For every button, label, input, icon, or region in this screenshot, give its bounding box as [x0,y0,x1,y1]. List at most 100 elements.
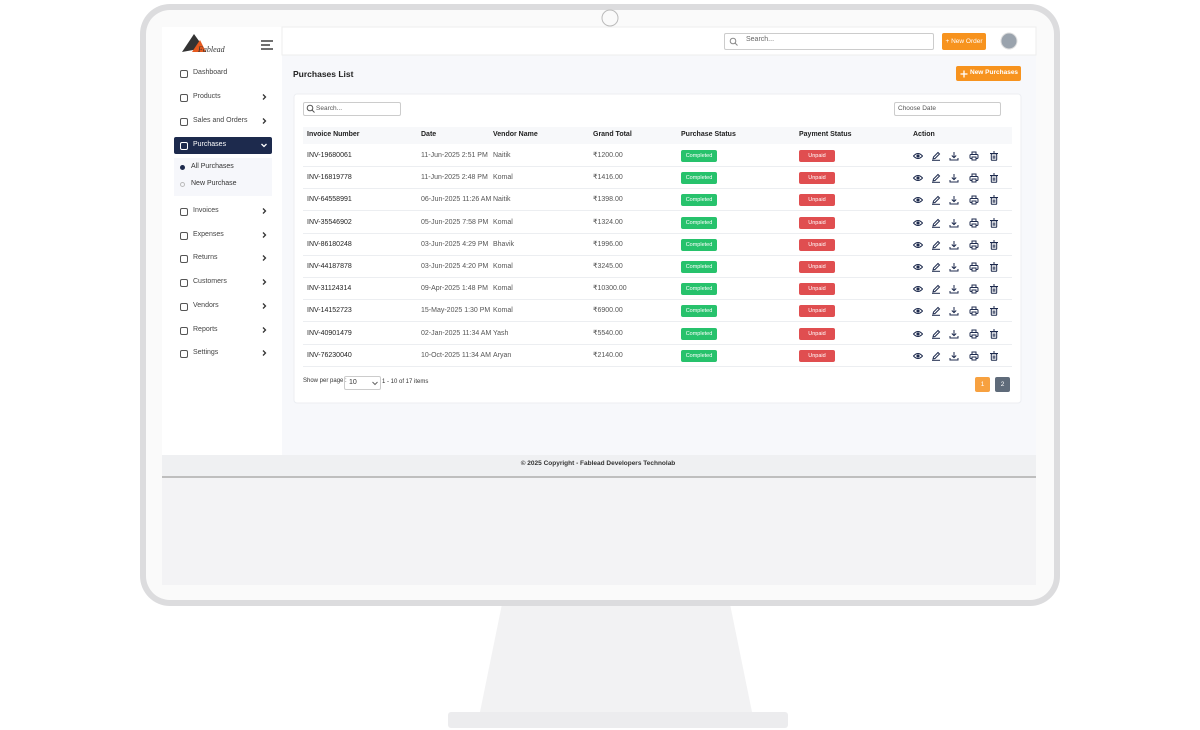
camera [601,9,619,27]
edit-icon[interactable] [931,306,941,317]
download-icon[interactable] [949,284,959,294]
cell: INV-14152723 [307,307,352,315]
submenu-item[interactable]: New Purchase [191,180,237,187]
new-purchases-button[interactable]: New Purchases [956,66,1021,81]
cell: ₹3245.00 [593,263,623,270]
print-icon[interactable] [969,284,979,294]
status-badge: Completed [681,238,717,251]
view-icon[interactable] [913,329,923,339]
menu-item[interactable]: Expenses [193,231,224,238]
menu-item[interactable]: Customers [193,278,227,285]
view-icon[interactable] [913,173,923,183]
download-icon[interactable] [949,306,959,316]
delete-icon[interactable] [989,151,999,161]
stand [480,604,752,712]
delete-icon[interactable] [989,306,999,317]
edit-icon[interactable] [931,151,941,161]
edit-icon[interactable] [931,351,941,361]
menu-item[interactable]: Vendors [193,302,219,309]
menu-item[interactable]: Dashboard [193,69,228,76]
payment-badge: Unpaid [799,305,835,318]
payment-badge: Unpaid [799,261,835,273]
view-icon[interactable] [913,284,923,294]
download-icon[interactable] [949,351,959,361]
print-icon[interactable] [969,351,979,361]
download-icon[interactable] [949,240,959,250]
payment-badge: Unpaid [799,349,835,362]
delete-icon[interactable] [989,195,999,206]
per-page-select[interactable] [344,376,381,390]
chevron [262,118,267,124]
cell: INV-35546902 [307,218,352,226]
chevron [262,327,267,333]
view-icon[interactable] [913,240,923,250]
menu-item[interactable]: Settings [193,349,219,356]
column-header: Payment Status [799,131,852,138]
cell: INV-64558991 [307,196,352,204]
date-placeholder: Choose Date [898,105,936,112]
download-icon[interactable] [949,151,959,161]
view-icon[interactable] [913,151,923,161]
menu-item[interactable]: Returns [193,254,218,261]
edit-icon[interactable] [931,284,941,294]
delete-icon[interactable] [989,240,999,250]
payment-badge: Unpaid [799,283,835,296]
edit-icon[interactable] [931,195,941,206]
new-order-button[interactable]: + New Order [942,33,986,50]
print-icon[interactable] [969,240,979,250]
print-icon[interactable] [969,262,979,272]
page-button[interactable]: 1 [975,377,990,392]
view-icon[interactable] [913,306,923,316]
view-icon[interactable] [913,351,923,361]
header-search[interactable] [724,33,934,50]
delete-icon[interactable] [989,173,999,183]
submenu-item[interactable]: All Purchases [191,163,234,170]
print-icon[interactable] [969,195,979,205]
delete-icon[interactable] [989,284,999,294]
menu-item[interactable]: Products [193,93,221,100]
delete-icon[interactable] [989,351,999,361]
edit-icon[interactable] [931,218,941,228]
view-icon[interactable] [913,262,923,272]
avatar[interactable] [1000,32,1018,50]
print-icon[interactable] [969,329,979,339]
table-card [293,93,1022,404]
payment-badge: Unpaid [799,238,835,251]
download-icon[interactable] [949,262,959,272]
cell: INV-19680061 [307,152,352,159]
cell: 09-Apr-2025 1:48 PM [421,285,488,293]
print-icon[interactable] [969,306,979,316]
page-button[interactable]: 2 [995,377,1010,392]
edit-icon[interactable] [931,240,941,250]
cell: 03-Jun-2025 4:20 PM [421,263,489,270]
footer-text: © 2025 Copyright - Fablead Developers Te… [520,460,676,467]
menu-item[interactable]: Invoices [193,207,219,214]
download-icon[interactable] [949,173,959,183]
menu-toggle[interactable] [261,40,273,50]
print-icon[interactable] [969,218,979,228]
download-icon[interactable] [949,329,959,339]
table-search[interactable] [303,102,401,116]
download-icon[interactable] [949,218,959,228]
menu-item[interactable]: Reports [193,326,218,333]
date-picker[interactable] [894,102,1001,116]
menu-active-bg[interactable] [174,137,272,154]
menu-item[interactable]: Sales and Orders [193,117,248,124]
delete-icon[interactable] [989,262,999,272]
new-purchases-label[interactable]: New Purchases [970,69,1019,76]
plus-icon [960,70,968,78]
menu-icon [180,327,188,335]
edit-icon[interactable] [931,329,941,339]
payment-badge: Unpaid [799,216,835,229]
download-icon[interactable] [949,195,959,205]
edit-icon[interactable] [931,173,941,183]
delete-icon[interactable] [989,329,999,339]
print-icon[interactable] [969,173,979,183]
menu-item[interactable]: Purchases [193,141,227,148]
delete-icon[interactable] [989,218,999,228]
view-icon[interactable] [913,195,923,205]
print-icon[interactable] [969,151,979,161]
edit-icon[interactable] [931,262,941,272]
view-icon[interactable] [913,218,923,228]
